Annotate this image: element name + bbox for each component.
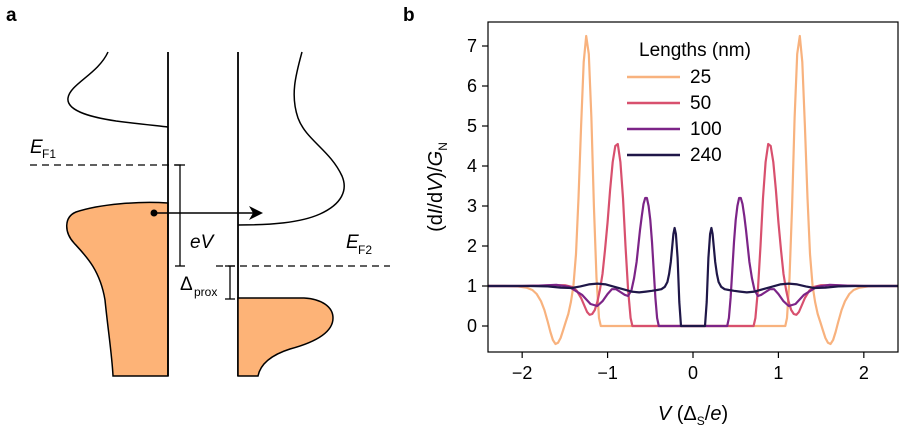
- right-occupied-states-fill: [237, 297, 334, 377]
- legend-label-240: 240: [690, 145, 722, 166]
- left-occupied-states-fill: [66, 201, 169, 377]
- y-tick-label: 0: [467, 316, 477, 336]
- right-upper-band-curve: [237, 51, 345, 226]
- plot-area: −2 −1 0 1 2 0 1 2 3 4 5 6 7 V (ΔS/e) (dI/dV)/GN Lengths…: [425, 21, 899, 428]
- delta-prox-label: Δ: [180, 274, 193, 295]
- ef1-label: E: [30, 137, 43, 158]
- series-line-50: [488, 142, 898, 328]
- delta-prox-subscript: prox: [194, 285, 217, 299]
- y-tick-label: 2: [467, 236, 477, 256]
- y-tick-label: 4: [467, 156, 477, 176]
- x-tick-label: −1: [597, 363, 618, 383]
- series-line-100: [488, 196, 898, 328]
- x-tick-label: 0: [688, 363, 698, 383]
- ef2-subscript: F2: [358, 243, 372, 257]
- x-axis-label: V (ΔS/e): [658, 403, 728, 428]
- y-axis-label: (dI/dV)/GN: [425, 142, 450, 232]
- legend-label-25: 25: [690, 67, 711, 88]
- y-tick-label: 6: [467, 76, 477, 96]
- series-line-240: [488, 226, 898, 328]
- panel-b-label: b: [403, 5, 415, 26]
- tunneling-arrowhead: [249, 206, 263, 220]
- y-tick-label: 3: [467, 196, 477, 216]
- panel-a-diagram: a E F1 E F2 eV Δ prox: [6, 5, 390, 377]
- y-tick-label: 1: [467, 276, 477, 296]
- ef2-label: E: [346, 232, 359, 253]
- legend-label-100: 100: [690, 119, 722, 140]
- ev-label: eV: [190, 232, 216, 253]
- y-tick-label: 5: [467, 116, 477, 136]
- x-tick-label: 2: [859, 363, 869, 383]
- legend-label-50: 50: [690, 93, 711, 114]
- y-tick-label: 7: [467, 36, 477, 56]
- legend-title: Lengths (nm): [639, 40, 751, 61]
- left-upper-band-curve: [67, 51, 169, 128]
- x-tick-label: 1: [773, 363, 783, 383]
- x-tick-label: −2: [512, 363, 533, 383]
- panel-b-chart: b −2 −1 0 1 2 0 1 2 3 4 5 6 7 V (ΔS/e) (dI/dV)/GN Lengt…: [403, 5, 899, 428]
- panel-a-label: a: [6, 5, 17, 26]
- ef1-subscript: F1: [42, 147, 56, 161]
